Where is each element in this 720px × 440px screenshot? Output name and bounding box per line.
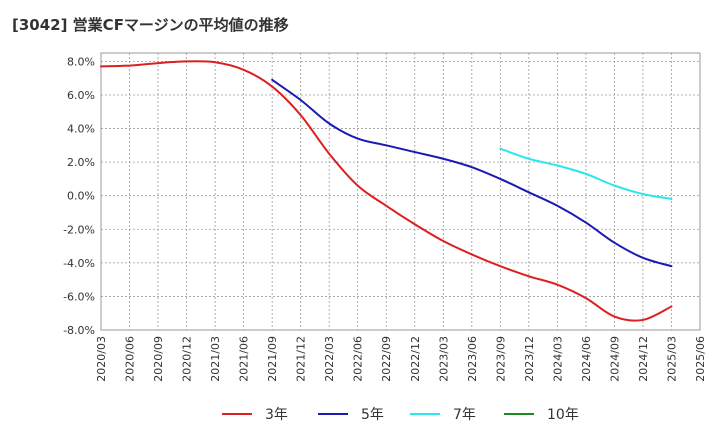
y-tick-label: -8.0% — [63, 324, 95, 337]
series-line-3 — [499, 147, 673, 201]
x-tick-label: 2025/06 — [694, 336, 707, 382]
x-tick-label: 2023/12 — [523, 336, 536, 382]
x-tick-label: 2024/03 — [551, 336, 564, 382]
y-tick-label: -6.0% — [63, 290, 95, 303]
y-tick-label: 2.0% — [67, 156, 95, 169]
x-tick-label: 2023/03 — [437, 336, 450, 382]
y-tick-label: 8.0% — [67, 55, 95, 68]
x-tick-label: 2020/03 — [95, 336, 108, 382]
x-tick-label: 2025/03 — [665, 336, 678, 382]
legend-label: 5年 — [361, 407, 384, 423]
x-tick-label: 2023/06 — [466, 336, 479, 382]
x-tick-label: 2020/12 — [181, 336, 194, 382]
y-tick-label: 4.0% — [67, 123, 95, 136]
x-tick-label: 2021/03 — [209, 336, 222, 382]
x-tick-label: 2023/09 — [494, 336, 507, 382]
series-line-1 — [100, 60, 673, 322]
x-tick-label: 2021/12 — [295, 336, 308, 382]
x-tick-label: 2020/09 — [152, 336, 165, 382]
chart-title: [3042] 営業CFマージンの平均値の推移 — [12, 16, 289, 34]
x-tick-label: 2020/06 — [124, 336, 137, 382]
plot-area — [100, 52, 701, 331]
legend-label: 7年 — [453, 407, 476, 423]
legend-label: 3年 — [265, 407, 288, 423]
series-line-2 — [271, 78, 673, 268]
x-tick-label: 2024/09 — [608, 336, 621, 382]
x-tick-label: 2021/06 — [238, 336, 251, 382]
x-tick-label: 2022/12 — [409, 336, 422, 382]
y-tick-label: -2.0% — [63, 223, 95, 236]
x-tick-label: 2024/12 — [637, 336, 650, 382]
legend-label: 10年 — [547, 407, 579, 423]
y-tick-label: 0.0% — [67, 190, 95, 203]
x-tick-label: 2022/06 — [352, 336, 365, 382]
y-tick-label: -4.0% — [63, 257, 95, 270]
y-tick-label: 6.0% — [67, 89, 95, 102]
x-tick-label: 2024/06 — [580, 336, 593, 382]
x-tick-label: 2022/03 — [323, 336, 336, 382]
x-tick-label: 2022/09 — [380, 336, 393, 382]
x-tick-label: 2021/09 — [266, 336, 279, 382]
